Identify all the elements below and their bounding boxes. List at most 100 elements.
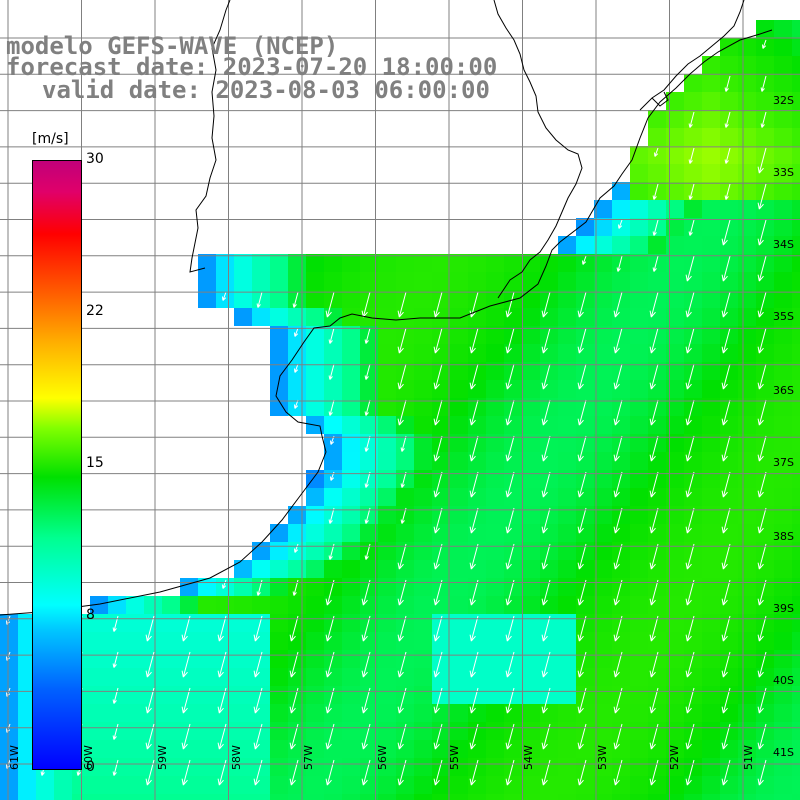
wind-cell <box>522 290 540 308</box>
lat-label-40s: 40S <box>773 674 794 687</box>
wind-cell <box>594 740 612 758</box>
wind-cell <box>720 740 738 758</box>
wind-cell <box>594 722 612 740</box>
wind-cell <box>252 632 270 650</box>
wind-cell <box>666 488 684 506</box>
wind-cell <box>540 686 558 704</box>
wind-cell <box>504 632 522 650</box>
wind-arrow <box>757 543 767 570</box>
wind-cell <box>378 596 396 614</box>
wind-arrow <box>397 327 407 354</box>
wind-cell <box>576 416 594 434</box>
wind-arrow <box>757 183 767 210</box>
wind-cell <box>378 362 396 380</box>
wind-cell <box>234 632 252 650</box>
wind-cell <box>612 542 630 560</box>
wind-cell <box>756 560 774 578</box>
wind-cell <box>468 776 486 794</box>
wind-cell <box>306 614 324 632</box>
wind-arrow <box>757 687 767 714</box>
wind-cell <box>774 686 792 704</box>
wind-cell <box>540 452 558 470</box>
wind-cell <box>522 272 540 290</box>
wind-cell <box>594 560 612 578</box>
wind-cell <box>756 344 774 362</box>
wind-cell <box>342 740 360 758</box>
wind-cell <box>522 776 540 794</box>
wind-cell <box>774 362 792 380</box>
wind-cell <box>162 632 180 650</box>
lat-label-36s: 36S <box>773 384 794 397</box>
wind-cell <box>162 704 180 722</box>
wind-cell <box>504 758 522 776</box>
wind-cell <box>450 632 468 650</box>
wind-arrow <box>294 363 299 373</box>
wind-cell <box>630 668 648 686</box>
wind-arrow <box>217 615 227 642</box>
wind-cell <box>576 794 594 800</box>
wind-cell <box>558 794 576 800</box>
wind-cell <box>342 578 360 596</box>
wind-cell <box>720 488 738 506</box>
wind-cell <box>342 290 360 308</box>
wind-cell <box>558 542 576 560</box>
wind-cell <box>468 560 486 578</box>
wind-cell <box>522 434 540 452</box>
wind-arrow <box>112 687 119 704</box>
wind-cell <box>684 596 702 614</box>
wind-cell <box>738 110 756 128</box>
wind-cell <box>792 416 800 434</box>
wind-cell <box>288 686 306 704</box>
wind-cell <box>630 326 648 344</box>
wind-cell <box>558 488 576 506</box>
wind-cell <box>738 632 756 650</box>
wind-cell <box>486 488 504 506</box>
wind-cell <box>792 326 800 344</box>
wind-cell <box>738 704 756 722</box>
wind-arrow <box>577 435 587 462</box>
wind-cell <box>648 164 666 182</box>
wind-cell <box>630 614 648 632</box>
wind-cell <box>234 254 252 272</box>
wind-cell <box>756 326 774 344</box>
wind-cell <box>432 794 450 800</box>
wind-cell <box>360 416 378 434</box>
wind-cell <box>630 182 648 200</box>
wind-cell <box>522 254 540 272</box>
wind-cell <box>396 668 414 686</box>
wind-cell <box>288 722 306 740</box>
wind-cell <box>396 686 414 704</box>
wind-cell <box>648 110 666 128</box>
wind-cell <box>612 254 630 272</box>
wind-cell <box>396 506 414 524</box>
wind-cell <box>18 704 36 722</box>
wind-cell <box>432 758 450 776</box>
wind-cell <box>198 794 216 800</box>
wind-arrow <box>721 435 731 462</box>
wind-cell <box>576 704 594 722</box>
wind-cell <box>540 362 558 380</box>
wind-cell <box>558 650 576 668</box>
wind-cell <box>558 524 576 542</box>
wind-cell <box>792 128 800 146</box>
wind-cell <box>450 506 468 524</box>
wind-cell <box>108 776 126 794</box>
wind-cell <box>306 380 324 398</box>
wind-cell <box>648 722 666 740</box>
wind-arrow <box>397 579 407 606</box>
wind-cell <box>450 560 468 578</box>
wind-cell <box>774 398 792 416</box>
wind-cell <box>234 290 252 308</box>
wind-cell <box>0 704 18 722</box>
wind-arrow <box>181 615 191 642</box>
wind-cell <box>702 758 720 776</box>
wind-cell <box>324 326 342 344</box>
wind-cell <box>504 362 522 380</box>
wind-cell <box>558 560 576 578</box>
wind-cell <box>378 326 396 344</box>
wind-cell <box>378 578 396 596</box>
wind-cell <box>396 344 414 362</box>
wind-cell <box>630 434 648 452</box>
wind-cell <box>216 632 234 650</box>
wind-cell <box>702 200 720 218</box>
